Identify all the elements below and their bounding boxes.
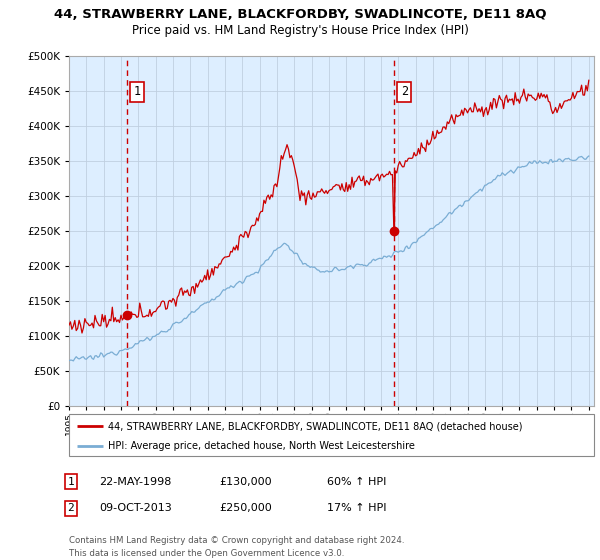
Text: £130,000: £130,000 bbox=[219, 477, 272, 487]
Text: 44, STRAWBERRY LANE, BLACKFORDBY, SWADLINCOTE, DE11 8AQ (detached house): 44, STRAWBERRY LANE, BLACKFORDBY, SWADLI… bbox=[109, 421, 523, 431]
Text: £250,000: £250,000 bbox=[219, 503, 272, 514]
Text: Contains HM Land Registry data © Crown copyright and database right 2024.: Contains HM Land Registry data © Crown c… bbox=[69, 536, 404, 545]
Text: 1: 1 bbox=[67, 477, 74, 487]
Text: 2: 2 bbox=[67, 503, 74, 514]
Text: 17% ↑ HPI: 17% ↑ HPI bbox=[327, 503, 386, 514]
Text: Price paid vs. HM Land Registry's House Price Index (HPI): Price paid vs. HM Land Registry's House … bbox=[131, 24, 469, 36]
FancyBboxPatch shape bbox=[69, 414, 594, 456]
Text: 44, STRAWBERRY LANE, BLACKFORDBY, SWADLINCOTE, DE11 8AQ: 44, STRAWBERRY LANE, BLACKFORDBY, SWADLI… bbox=[54, 8, 546, 21]
Text: 60% ↑ HPI: 60% ↑ HPI bbox=[327, 477, 386, 487]
Text: HPI: Average price, detached house, North West Leicestershire: HPI: Average price, detached house, Nort… bbox=[109, 441, 415, 451]
Text: 22-MAY-1998: 22-MAY-1998 bbox=[99, 477, 172, 487]
Text: 09-OCT-2013: 09-OCT-2013 bbox=[99, 503, 172, 514]
Text: 2: 2 bbox=[401, 85, 408, 99]
Text: 1: 1 bbox=[134, 85, 141, 99]
Text: This data is licensed under the Open Government Licence v3.0.: This data is licensed under the Open Gov… bbox=[69, 549, 344, 558]
